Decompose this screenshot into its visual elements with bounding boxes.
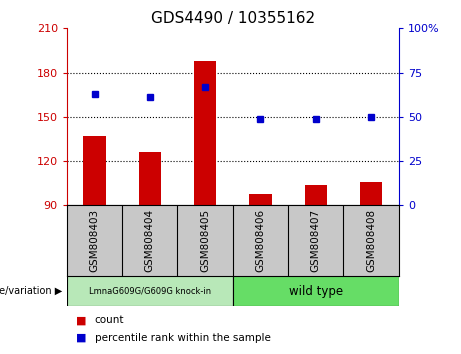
Text: GSM808407: GSM808407	[311, 209, 321, 272]
Text: GSM808406: GSM808406	[255, 209, 266, 272]
Bar	[139, 152, 161, 205]
FancyBboxPatch shape	[233, 276, 399, 306]
Text: ■: ■	[76, 333, 87, 343]
FancyBboxPatch shape	[67, 276, 233, 306]
Bar	[249, 194, 272, 205]
Bar	[194, 61, 216, 205]
Text: count: count	[95, 315, 124, 325]
Title: GDS4490 / 10355162: GDS4490 / 10355162	[151, 11, 315, 26]
Bar	[83, 136, 106, 205]
Bar	[305, 185, 327, 205]
Text: GSM808408: GSM808408	[366, 209, 376, 272]
Bar	[360, 182, 382, 205]
Text: genotype/variation ▶: genotype/variation ▶	[0, 286, 62, 296]
Text: LmnaG609G/G609G knock-in: LmnaG609G/G609G knock-in	[89, 287, 211, 296]
Text: GSM808405: GSM808405	[200, 209, 210, 272]
Text: GSM808404: GSM808404	[145, 209, 155, 272]
Text: ■: ■	[76, 315, 87, 325]
Text: GSM808403: GSM808403	[89, 209, 100, 272]
Text: wild type: wild type	[289, 285, 343, 298]
Text: percentile rank within the sample: percentile rank within the sample	[95, 333, 271, 343]
